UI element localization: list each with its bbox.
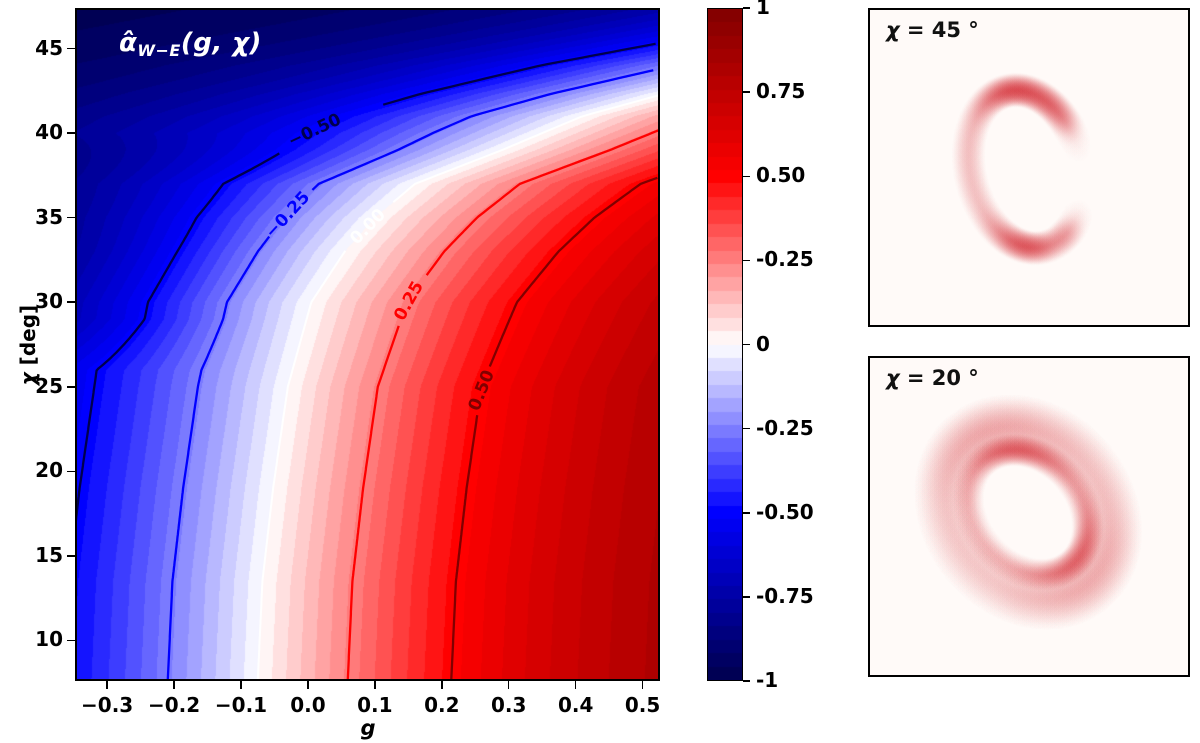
colorbar-gradient-canvas bbox=[708, 9, 742, 680]
annotation-args: (g, χ) bbox=[180, 28, 262, 58]
x-tick-label: −0.1 bbox=[214, 693, 268, 717]
colorbar-tick-mark bbox=[743, 427, 750, 430]
x-tick-mark bbox=[574, 681, 577, 689]
ring-image-chi-45 bbox=[870, 10, 1188, 325]
x-tick-label: 0.2 bbox=[424, 693, 460, 717]
y-tick-label: 45 bbox=[35, 35, 63, 60]
colorbar-tick-mark bbox=[743, 259, 750, 262]
axes-border bbox=[75, 8, 660, 681]
y-tick-mark bbox=[67, 47, 75, 50]
colorbar-tick-mark bbox=[743, 596, 750, 598]
y-tick-mark bbox=[67, 470, 75, 473]
contour-lines-overlay: −0.50 −0.25 0.000.25 0.50 bbox=[75, 8, 660, 681]
y-tick-mark bbox=[67, 132, 75, 134]
annotation-subscript: W−E bbox=[137, 41, 181, 60]
colorbar-tick-label: -1 bbox=[756, 668, 779, 692]
y-tick-label: 30 bbox=[35, 289, 63, 314]
contour-line-−0.50 bbox=[75, 42, 656, 539]
y-tick-label: 25 bbox=[35, 373, 63, 398]
panel-label-chi-symbol: χ bbox=[886, 18, 900, 42]
y-tick-label: 15 bbox=[35, 542, 63, 567]
colorbar-tick-mark bbox=[743, 175, 750, 177]
panel-label-chi-symbol: χ bbox=[886, 366, 900, 390]
colorbar-tick-mark bbox=[743, 7, 750, 9]
y-tick-mark bbox=[67, 301, 75, 303]
y-tick-mark bbox=[67, 639, 75, 642]
y-axis-label-chi: χ bbox=[16, 372, 40, 386]
colorbar-tick-mark bbox=[743, 680, 750, 682]
x-tick-mark bbox=[240, 681, 242, 689]
x-tick-mark bbox=[374, 681, 376, 689]
contour-line-0.00 bbox=[256, 93, 660, 681]
colorbar-tick-label: -0.50 bbox=[756, 499, 814, 524]
contour-label-0.50: 0.50 bbox=[465, 367, 499, 414]
contour-line-0.50 bbox=[450, 176, 658, 681]
colorbar-tick-label: -0.25 bbox=[756, 415, 814, 440]
main-contour-axes: −0.50 −0.25 0.00 0.25 0.50 α̂W−E(g, χ) bbox=[75, 8, 660, 681]
inset-panel-chi-45: χ = 45 ° bbox=[868, 8, 1190, 327]
x-tick-label: 0.5 bbox=[624, 693, 661, 717]
colorbar-tick-label: 0.75 bbox=[756, 79, 806, 104]
y-axis-label: χ [deg] bbox=[16, 280, 42, 410]
y-tick-label: 40 bbox=[35, 120, 63, 145]
contour-fill-canvas bbox=[75, 8, 660, 681]
panel-label-value: = 20 ° bbox=[899, 366, 979, 390]
y-tick-mark bbox=[67, 386, 75, 388]
colorbar-tick-mark bbox=[743, 91, 750, 93]
x-tick-label: 0.3 bbox=[491, 693, 527, 717]
x-tick-mark bbox=[641, 681, 644, 689]
panel-label-value: = 45 ° bbox=[899, 18, 979, 42]
x-tick-mark bbox=[106, 681, 108, 689]
contour-line-0.25 bbox=[346, 128, 660, 681]
x-tick-label: 0.1 bbox=[357, 693, 393, 717]
y-axis-label-unit: [deg] bbox=[16, 304, 40, 373]
x-tick-mark bbox=[441, 681, 443, 689]
colorbar-tick-mark bbox=[743, 512, 750, 514]
y-tick-mark bbox=[67, 555, 75, 557]
x-tick-label: −0.3 bbox=[81, 693, 134, 717]
x-tick-label: 0.4 bbox=[557, 693, 594, 717]
contour-line-−0.25 bbox=[166, 69, 654, 681]
x-tick-label: 0.0 bbox=[290, 693, 326, 717]
annotation-alpha-hat: α̂ bbox=[119, 28, 138, 58]
x-axis-label: g bbox=[360, 716, 376, 740]
colorbar-tick-label: -0.75 bbox=[756, 583, 814, 608]
colorbar-tick-label: 0 bbox=[756, 331, 770, 356]
x-tick-mark bbox=[507, 681, 510, 689]
colorbar bbox=[707, 8, 743, 681]
colorbar-tick-label: 0.50 bbox=[756, 163, 806, 188]
inset-panel-chi-20: χ = 20 ° bbox=[868, 356, 1190, 677]
contour-label-0.25: 0.25 bbox=[390, 278, 428, 324]
colorbar-tick-label: 1 bbox=[756, 0, 770, 19]
ring-image-chi-20 bbox=[870, 358, 1188, 675]
contour-label-−0.50: −0.50 bbox=[285, 110, 345, 152]
x-tick-mark bbox=[173, 681, 175, 689]
x-tick-label: −0.2 bbox=[147, 693, 201, 717]
y-tick-label: 10 bbox=[35, 627, 63, 652]
y-tick-mark bbox=[67, 216, 75, 219]
panel-label-chi-20: χ = 20 ° bbox=[886, 366, 979, 390]
y-tick-label: 35 bbox=[35, 204, 63, 229]
contour-label-−0.25: −0.25 bbox=[261, 188, 314, 243]
panel-label-chi-45: χ = 45 ° bbox=[886, 18, 979, 42]
colorbar-tick-label: -0.25 bbox=[756, 247, 814, 272]
plot-annotation: α̂W−E(g, χ) bbox=[119, 28, 262, 60]
y-tick-label: 20 bbox=[35, 458, 63, 483]
contour-label-0.00: 0.00 bbox=[346, 205, 390, 249]
x-tick-mark bbox=[307, 681, 309, 689]
colorbar-tick-mark bbox=[743, 343, 750, 346]
